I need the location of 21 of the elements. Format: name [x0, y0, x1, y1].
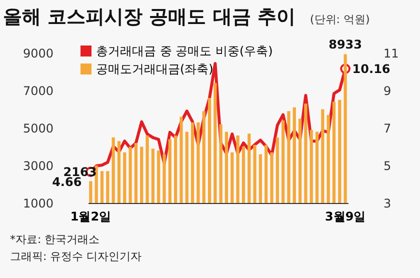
y2-tick-label: 7 — [384, 122, 392, 136]
chart-title: 올해 코스피시장 공매도 대금 추이 — [3, 6, 296, 28]
chart-subtitle: (단위: 억원) — [310, 13, 370, 26]
y-tick-label: 9000 — [22, 46, 54, 60]
data-label: 10.16 — [352, 62, 390, 76]
y2-tick-label: 9 — [384, 84, 392, 98]
y2-tick-label: 5 — [384, 159, 392, 173]
legend-label: 총거래대금 중 공매도 비중(우축) — [96, 44, 273, 58]
text: 그래픽: 유정수 디자인기자 — [10, 250, 142, 263]
y2-tick-label: 11 — [384, 46, 399, 60]
data-label: 4.66 — [52, 174, 82, 189]
x-tick-label: 3월9일 — [324, 210, 366, 224]
y-tick-label: 5000 — [22, 122, 54, 136]
data-label: 8933 — [328, 37, 362, 52]
text: *자료: 한국거래소 — [10, 233, 100, 246]
legend-label: 공매도거래대금(좌축) — [96, 62, 214, 76]
y-tick-label: 3000 — [22, 159, 54, 173]
y-tick-label: 1000 — [22, 196, 54, 210]
x-tick-label: 1월2일 — [70, 210, 112, 224]
y-tick-label: 7000 — [22, 84, 54, 98]
y2-tick-label: 3 — [384, 196, 392, 210]
